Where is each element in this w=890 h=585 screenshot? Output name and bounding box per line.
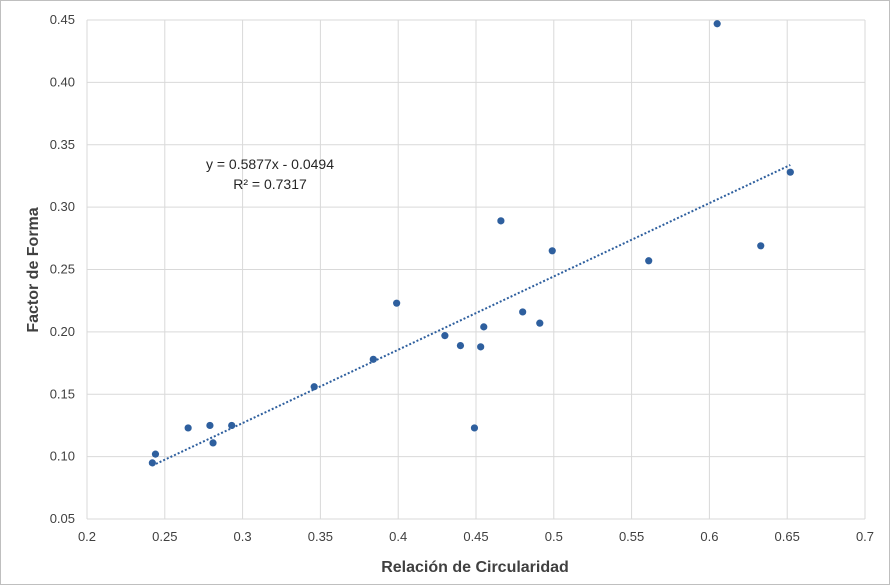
x-tick-label: 0.35 xyxy=(308,529,333,544)
data-point xyxy=(477,343,485,351)
data-point xyxy=(310,383,318,391)
x-tick-label: 0.65 xyxy=(775,529,800,544)
y-tick-label: 0.30 xyxy=(50,199,75,214)
trendline-r-squared: R² = 0.7317 xyxy=(233,176,307,192)
x-tick-label: 0.3 xyxy=(234,529,252,544)
data-point xyxy=(470,424,479,432)
x-tick-label: 0.7 xyxy=(856,529,874,544)
tick-labels: 0.2 0.25 0.3 0.35 0.4 0.45 0.5 0.55 0.6 0.65 0.7 0.… xyxy=(50,12,874,544)
data-point xyxy=(519,308,527,316)
data-point xyxy=(184,424,192,432)
x-tick-label: 0.6 xyxy=(700,529,718,544)
data-point xyxy=(228,421,236,430)
data-point xyxy=(206,421,214,430)
data-point xyxy=(757,242,765,250)
gridlines xyxy=(86,19,866,520)
y-tick-label: 0.35 xyxy=(50,137,75,152)
y-tick-label: 0.25 xyxy=(50,262,75,277)
y-tick-label: 0.15 xyxy=(50,386,75,401)
x-tick-label: 0.2 xyxy=(78,529,96,544)
data-point xyxy=(393,299,401,307)
x-axis-label: Relación de Circularidad xyxy=(381,559,569,576)
y-tick-label: 0.20 xyxy=(50,324,75,339)
data-point xyxy=(456,341,465,350)
y-tick-label: 0.10 xyxy=(50,449,75,464)
x-tick-label: 0.5 xyxy=(545,529,563,544)
x-tick-label: 0.55 xyxy=(619,529,644,544)
data-point xyxy=(548,247,556,255)
y-tick-label: 0.40 xyxy=(50,74,75,89)
data-point xyxy=(713,20,721,28)
y-axis-label: Factor de Forma xyxy=(25,207,42,332)
data-point xyxy=(209,439,217,447)
data-point xyxy=(645,257,653,265)
trendline-equation: y = 0.5877x - 0.0494 xyxy=(206,156,334,172)
x-tick-label: 0.4 xyxy=(389,529,407,544)
x-tick-label: 0.45 xyxy=(463,529,488,544)
y-tick-label: 0.45 xyxy=(50,12,75,27)
x-tick-label: 0.25 xyxy=(152,529,177,544)
data-point xyxy=(148,459,156,467)
data-point xyxy=(536,319,544,327)
data-point xyxy=(497,217,505,225)
y-tick-label: 0.05 xyxy=(50,511,75,526)
data-point xyxy=(441,332,449,340)
linear-trendline xyxy=(151,164,791,467)
data-point xyxy=(786,168,794,176)
data-point xyxy=(151,450,160,458)
data-point xyxy=(480,323,488,331)
data-point xyxy=(369,355,377,363)
data-points xyxy=(148,20,794,467)
